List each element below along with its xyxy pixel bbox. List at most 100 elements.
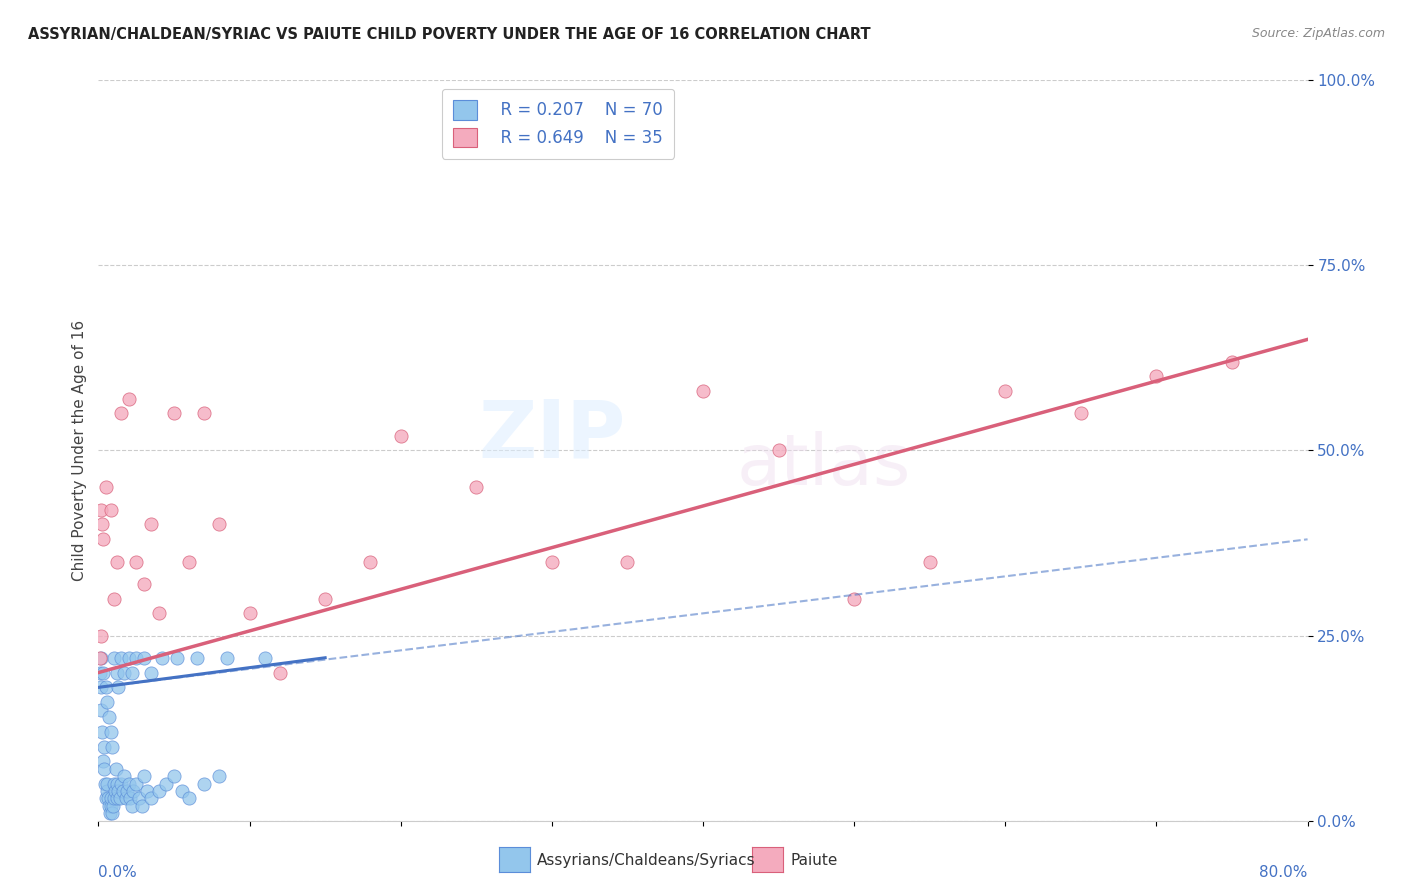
Point: [121, 798, 143, 813]
Point: [121, 665, 143, 680]
Point: [150, 650, 173, 665]
Point: [465, 481, 488, 495]
Point: [107, 681, 129, 695]
Point: [101, 806, 124, 821]
Point: [103, 591, 125, 606]
Point: [91, 724, 114, 739]
Point: [193, 776, 215, 791]
Point: [91, 533, 114, 547]
Point: [96, 776, 118, 791]
Point: [1070, 407, 1092, 421]
Y-axis label: Child Poverty Under the Age of 16: Child Poverty Under the Age of 16: [72, 320, 87, 581]
Point: [141, 517, 163, 532]
Point: [360, 555, 382, 569]
Point: [120, 791, 142, 805]
Point: [118, 392, 141, 406]
Point: [100, 724, 122, 739]
Point: [125, 776, 148, 791]
Point: [166, 650, 188, 665]
Point: [98, 798, 121, 813]
Point: [131, 798, 153, 813]
Point: [193, 407, 215, 421]
Point: [112, 665, 135, 680]
Point: [91, 665, 114, 680]
Point: [125, 650, 148, 665]
Point: [101, 798, 124, 813]
Point: [98, 806, 121, 821]
Point: [94, 681, 117, 695]
Point: [96, 695, 118, 709]
Point: [163, 407, 186, 421]
Point: [118, 650, 141, 665]
Text: ZIP: ZIP: [478, 397, 626, 475]
Point: [108, 791, 131, 805]
Point: [844, 591, 866, 606]
Legend:   R = 0.207    N = 70,   R = 0.649    N = 35: R = 0.207 N = 70, R = 0.649 N = 35: [441, 88, 675, 159]
Point: [90, 650, 112, 665]
Point: [100, 502, 122, 516]
Point: [186, 650, 208, 665]
Point: [122, 784, 145, 798]
Point: [170, 784, 193, 798]
Point: [253, 650, 276, 665]
Text: ASSYRIAN/CHALDEAN/SYRIAC VS PAIUTE CHILD POVERTY UNDER THE AGE OF 16 CORRELATION: ASSYRIAN/CHALDEAN/SYRIAC VS PAIUTE CHILD…: [28, 27, 870, 42]
Text: Paiute: Paiute: [790, 854, 838, 868]
Point: [239, 607, 262, 621]
Text: atlas: atlas: [737, 431, 911, 500]
Point: [90, 703, 112, 717]
Point: [994, 384, 1017, 399]
Point: [98, 710, 121, 724]
Point: [141, 791, 163, 805]
Point: [103, 650, 125, 665]
Point: [105, 776, 128, 791]
Text: Assyrians/Chaldeans/Syriacs: Assyrians/Chaldeans/Syriacs: [537, 854, 755, 868]
Point: [104, 784, 127, 798]
Point: [208, 517, 231, 532]
Point: [141, 665, 163, 680]
Point: [105, 791, 128, 805]
Point: [1220, 354, 1243, 368]
Point: [101, 739, 124, 754]
Point: [163, 769, 186, 783]
Text: 80.0%: 80.0%: [1260, 865, 1308, 880]
Point: [93, 762, 115, 776]
Point: [179, 555, 201, 569]
Point: [94, 776, 117, 791]
Point: [91, 755, 114, 769]
Point: [96, 784, 118, 798]
Point: [118, 776, 141, 791]
Point: [93, 739, 115, 754]
Point: [90, 628, 112, 642]
Point: [692, 384, 714, 399]
Point: [100, 798, 122, 813]
Point: [616, 555, 638, 569]
Point: [132, 576, 155, 591]
Point: [155, 776, 177, 791]
Point: [110, 776, 132, 791]
Point: [105, 555, 128, 569]
Point: [135, 784, 157, 798]
Point: [389, 428, 412, 442]
Point: [768, 443, 790, 458]
Point: [110, 407, 132, 421]
Point: [148, 784, 170, 798]
Point: [132, 769, 155, 783]
Point: [111, 784, 134, 798]
Point: [179, 791, 201, 805]
Point: [90, 502, 112, 516]
Point: [132, 650, 155, 665]
Point: [107, 784, 129, 798]
Text: 0.0%: 0.0%: [98, 865, 138, 880]
Point: [89, 665, 111, 680]
Point: [94, 481, 117, 495]
Point: [208, 769, 231, 783]
Point: [215, 650, 238, 665]
Point: [104, 762, 127, 776]
Point: [269, 665, 291, 680]
Point: [110, 650, 132, 665]
Point: [148, 607, 170, 621]
Point: [94, 791, 117, 805]
Point: [314, 591, 336, 606]
Point: [918, 555, 941, 569]
Point: [115, 784, 138, 798]
